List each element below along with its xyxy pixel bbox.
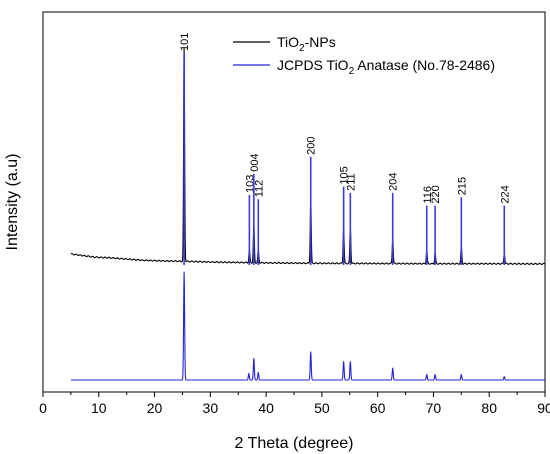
x-tick-label: 40 xyxy=(258,400,274,416)
legend-label-sample: TiO2-NPs xyxy=(277,34,336,54)
peak-label: 116 xyxy=(422,186,434,204)
x-tick-label: 0 xyxy=(39,400,47,416)
legend-sample-subscript: 2 xyxy=(299,43,305,54)
x-tick-label: 50 xyxy=(314,400,330,416)
sample-series-line xyxy=(70,48,546,266)
y-axis-title: Intensity (a.u) xyxy=(4,154,21,251)
x-axis-title: 2 Theta (degree) xyxy=(235,435,354,452)
legend: TiO2-NPs JCPDS TiO2 Anatase (No.78-2486) xyxy=(233,34,495,77)
x-tick-label: 90 xyxy=(537,400,550,416)
sample-series-group xyxy=(70,48,546,266)
peak-label: 105 xyxy=(339,166,351,184)
legend-reference-subscript: 2 xyxy=(349,66,355,77)
peak-label: 215 xyxy=(456,177,468,195)
x-tick-label: 80 xyxy=(481,400,497,416)
legend-sample-tail: -NPs xyxy=(305,34,336,50)
peak-label: 101 xyxy=(179,33,191,51)
peak-label: 220 xyxy=(430,185,442,203)
peak-label: 224 xyxy=(499,185,511,203)
x-tick-label: 20 xyxy=(147,400,163,416)
x-tick-label: 10 xyxy=(91,400,107,416)
reference-series-group xyxy=(70,271,546,381)
peak-label: 004 xyxy=(249,153,261,171)
legend-label-reference: JCPDS TiO2 Anatase (No.78-2486) xyxy=(277,57,495,77)
peak-label: 112 xyxy=(253,180,265,198)
legend-reference-tail: Anatase (No.78-2486) xyxy=(354,57,495,73)
legend-sample-main: TiO xyxy=(277,34,299,50)
peak-label: 211 xyxy=(345,173,357,191)
peak-label: 200 xyxy=(306,137,318,155)
legend-reference-main: JCPDS TiO xyxy=(277,57,349,73)
peak-label: 204 xyxy=(388,173,400,191)
x-tick-label: 30 xyxy=(203,400,219,416)
x-tick-label: 60 xyxy=(370,400,386,416)
x-tick-label: 70 xyxy=(426,400,442,416)
reference-series-line xyxy=(70,271,546,381)
x-axis: 0 10 20 30 40 50 60 70 80 90 xyxy=(39,392,550,416)
